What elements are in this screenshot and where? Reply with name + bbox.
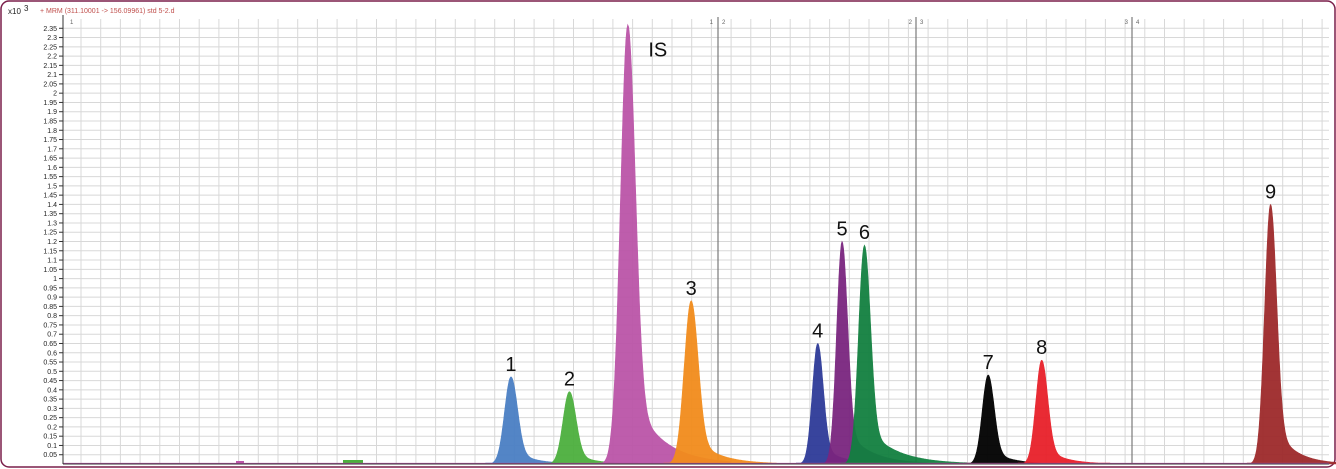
y-tick-label: 1.2 — [47, 239, 57, 246]
segment-label: 2 — [722, 20, 726, 26]
y-tick-label: 0.05 — [43, 452, 57, 459]
y-tick-label: 0.95 — [43, 285, 57, 292]
peak-label-6: 6 — [859, 222, 870, 244]
y-tick-label: 0.25 — [43, 415, 57, 422]
y-tick-label: 2.2 — [47, 54, 57, 61]
y-tick-label: 0.4 — [47, 387, 57, 394]
y-tick-label: 1.25 — [43, 230, 57, 237]
y-tick-label: 0.65 — [43, 341, 57, 348]
y-tick-label: 1.85 — [43, 118, 57, 125]
segment-label: 3 — [920, 20, 924, 26]
y-tick-label: 1.55 — [43, 174, 57, 181]
y-multiplier-exp: 3 — [24, 4, 29, 13]
segment-label: 2 — [909, 20, 913, 26]
y-tick-label: 1.1 — [47, 258, 57, 265]
segment-label: 1 — [70, 20, 74, 26]
y-tick-label: 0.5 — [47, 369, 57, 376]
y-tick-label: 1.65 — [43, 156, 57, 163]
y-tick-label: 0.7 — [47, 332, 57, 339]
y-tick-label: 0.45 — [43, 378, 57, 385]
y-tick-label: 0.1 — [47, 443, 57, 450]
y-tick-label: 2 — [53, 91, 57, 98]
y-tick-label: 0.6 — [47, 350, 57, 357]
y-tick-label: 2.25 — [43, 44, 57, 51]
y-tick-label: 1.35 — [43, 211, 57, 218]
y-tick-label: 1.75 — [43, 137, 57, 144]
segment-label: 4 — [1136, 20, 1140, 26]
peak-label-3: 3 — [686, 278, 697, 300]
y-tick-label: 1.15 — [43, 248, 57, 255]
y-tick-label: 1.6 — [47, 165, 57, 172]
y-tick-label: 2.3 — [47, 35, 57, 42]
baseline-bump — [236, 461, 244, 464]
peak-8 — [1018, 359, 1111, 465]
peak-label-1: 1 — [505, 354, 516, 376]
peak-label-2: 2 — [564, 369, 575, 391]
y-tick-label: 1.3 — [47, 220, 57, 227]
y-tick-label: 2.1 — [47, 72, 57, 79]
y-tick-label: 1 — [53, 276, 57, 283]
y-tick-label: 0.55 — [43, 360, 57, 367]
y-tick-label: 1.4 — [47, 202, 57, 209]
y-tick-label: 1.8 — [47, 128, 57, 135]
peak-labels: 1 2 IS 3 4 5 6 7 8 9 — [505, 40, 1276, 391]
y-tick-label: 2.05 — [43, 81, 57, 88]
segment-label: 3 — [1125, 20, 1129, 26]
y-tick-label: 2.35 — [43, 26, 57, 33]
peak-label-5: 5 — [837, 219, 848, 241]
segment-dividers: 1 1 2 2 3 3 4 — [70, 17, 1140, 464]
peak-label-8: 8 — [1036, 337, 1047, 359]
peak-label-4: 4 — [812, 320, 823, 342]
y-tick-label: 1.5 — [47, 183, 57, 190]
y-tick-label: 0.9 — [47, 295, 57, 302]
peak-9 — [1246, 203, 1336, 465]
y-tick-label: 1.95 — [43, 100, 57, 107]
peak-3 — [663, 300, 777, 465]
peak-6 — [840, 244, 967, 465]
chart-title: + MRM (311.10001 -> 156.09961) std 5-2.d — [40, 8, 175, 15]
y-tick-label: 0.8 — [47, 313, 57, 320]
y-axis: 0.05 0.1 0.15 0.2 0.25 0.3 0.35 0.4 0.45 0.5 0.55 0… — [43, 15, 1329, 465]
y-tick-label: 0.15 — [43, 434, 57, 441]
y-tick-label: 1.45 — [43, 193, 57, 200]
y-tick-label: 2.15 — [43, 63, 57, 70]
y-tick-label: 0.35 — [43, 397, 57, 404]
peak-label-9: 9 — [1265, 181, 1276, 203]
peak-label-7: 7 — [983, 352, 994, 374]
peak-label-IS: IS — [648, 40, 667, 62]
y-multiplier-base: x10 — [8, 7, 21, 16]
y-tick-label: 0.85 — [43, 304, 57, 311]
y-tick-label: 1.9 — [47, 109, 57, 116]
segment-label: 1 — [710, 20, 714, 26]
y-tick-label: 0.75 — [43, 322, 57, 329]
y-tick-label: 1.05 — [43, 267, 57, 274]
y-tick-label: 0.2 — [47, 424, 57, 431]
y-tick-label: 0.3 — [47, 406, 57, 413]
baseline-bump — [343, 460, 363, 464]
y-tick-label: 1.7 — [47, 146, 57, 153]
